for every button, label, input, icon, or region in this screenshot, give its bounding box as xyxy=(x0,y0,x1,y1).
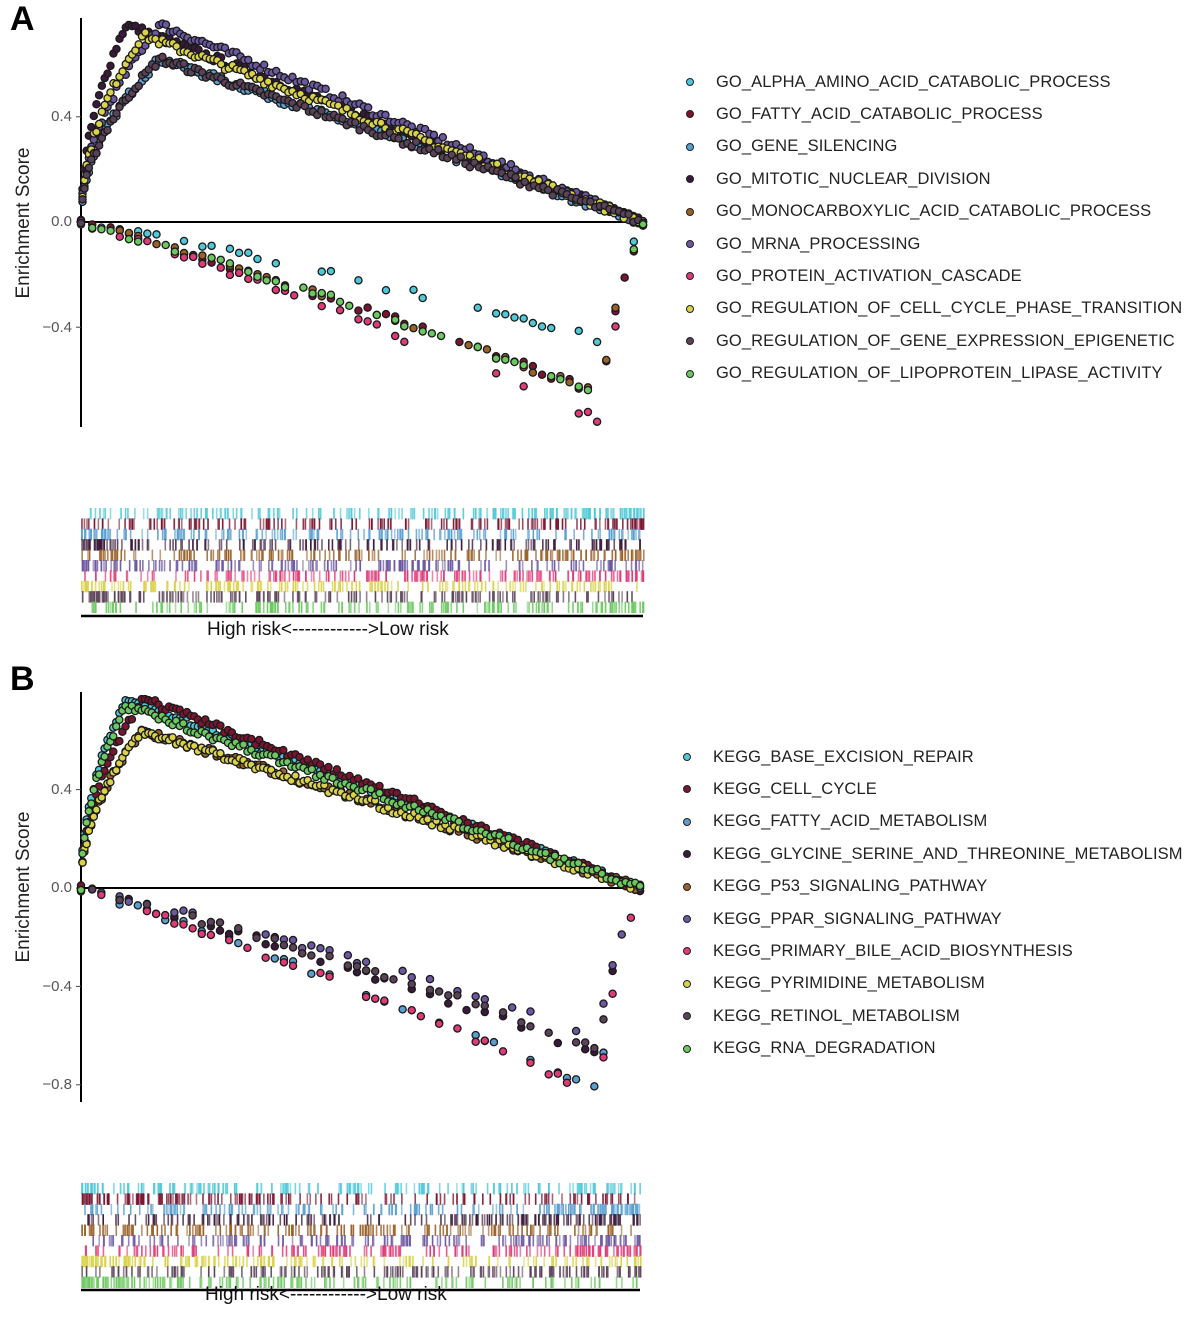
legend-item: KEGG_GLYCINE_SERINE_AND_THREONINE_METABO… xyxy=(683,844,1183,864)
legend-dot-icon xyxy=(686,240,694,248)
legend-dot-icon xyxy=(683,979,691,988)
x-axis-label: High risk<------------>Low risk xyxy=(205,1284,447,1305)
y-tick-label: 0.4 xyxy=(51,108,72,125)
legend-item: KEGG_PRIMARY_BILE_ACID_BIOSYNTHESIS xyxy=(683,941,1073,961)
legend-item: GO_REGULATION_OF_GENE_EXPRESSION_EPIGENE… xyxy=(686,331,1175,351)
legend-item: KEGG_FATTY_ACID_METABOLISM xyxy=(683,812,987,832)
legend-dot-icon xyxy=(683,817,691,826)
y-tick-label: −0.8 xyxy=(42,1076,72,1093)
legend-item: GO_REGULATION_OF_CELL_CYCLE_PHASE_TRANSI… xyxy=(686,299,1182,319)
legend-dot-icon xyxy=(686,110,694,119)
y-tick-label: 0.4 xyxy=(51,781,72,798)
panel-letter: A xyxy=(10,0,35,38)
legend-item: KEGG_RETINOL_METABOLISM xyxy=(683,1006,960,1026)
legend-item: GO_GENE_SILENCING xyxy=(686,137,897,157)
legend-dot-icon xyxy=(683,753,691,761)
legend-dot-icon xyxy=(683,882,691,891)
legend-item: KEGG_BASE_EXCISION_REPAIR xyxy=(683,747,974,767)
panel-letter: B xyxy=(10,660,35,698)
legend-dot-icon xyxy=(686,207,694,216)
y-tick-label: −0.4 xyxy=(42,978,72,995)
legend-dot-icon xyxy=(686,142,694,151)
legend-dot-icon xyxy=(683,915,691,923)
legend-dot-icon xyxy=(686,369,694,378)
legend-item: KEGG_PPAR_SIGNALING_PATHWAY xyxy=(683,909,1002,929)
legend-item: GO_FATTY_ACID_CATABOLIC_PROCESS xyxy=(686,104,1043,124)
panel-b: B Enrichment Score 0.4 0.0 −0.4 −0.8 Hig… xyxy=(0,660,1200,1328)
legend-item: KEGG_RNA_DEGRADATION xyxy=(683,1039,936,1059)
legend-item: GO_ALPHA_AMINO_ACID_CATABOLIC_PROCESS xyxy=(686,72,1111,92)
legend-dot-icon xyxy=(683,1044,691,1053)
legend-dot-icon xyxy=(686,304,694,313)
enrichment-plot-a xyxy=(76,18,648,618)
panel-a: A Enrichment Score 0.4 0.0 −0.4 High ris… xyxy=(0,0,1200,660)
legend-item: GO_REGULATION_OF_LIPOPROTEIN_LIPASE_ACTI… xyxy=(686,364,1163,384)
legend-dot-icon xyxy=(686,175,694,184)
legend-dot-icon xyxy=(686,337,694,346)
legend-dot-icon xyxy=(683,785,691,794)
legend-item: GO_MRNA_PROCESSING xyxy=(686,234,920,254)
legend-item: KEGG_PYRIMIDINE_METABOLISM xyxy=(683,974,985,994)
y-tick-label: 0.0 xyxy=(51,879,72,896)
y-tick-label: −0.4 xyxy=(42,319,72,336)
y-tick-label: 0.0 xyxy=(51,213,72,230)
legend-dot-icon xyxy=(683,850,691,859)
legend-item: GO_PROTEIN_ACTIVATION_CASCADE xyxy=(686,266,1022,286)
legend-item: KEGG_CELL_CYCLE xyxy=(683,779,877,799)
legend-dot-icon xyxy=(683,1012,691,1021)
legend-item: GO_MITOTIC_NUCLEAR_DIVISION xyxy=(686,169,991,189)
x-axis-label: High risk<------------>Low risk xyxy=(207,619,449,640)
legend-dot-icon xyxy=(683,947,691,956)
legend-item: GO_MONOCARBOXYLIC_ACID_CATABOLIC_PROCESS xyxy=(686,202,1151,222)
legend-item: KEGG_P53_SIGNALING_PATHWAY xyxy=(683,877,987,897)
legend-dot-icon xyxy=(686,78,694,86)
enrichment-plot-b xyxy=(76,692,645,1292)
legend-dot-icon xyxy=(686,272,694,281)
